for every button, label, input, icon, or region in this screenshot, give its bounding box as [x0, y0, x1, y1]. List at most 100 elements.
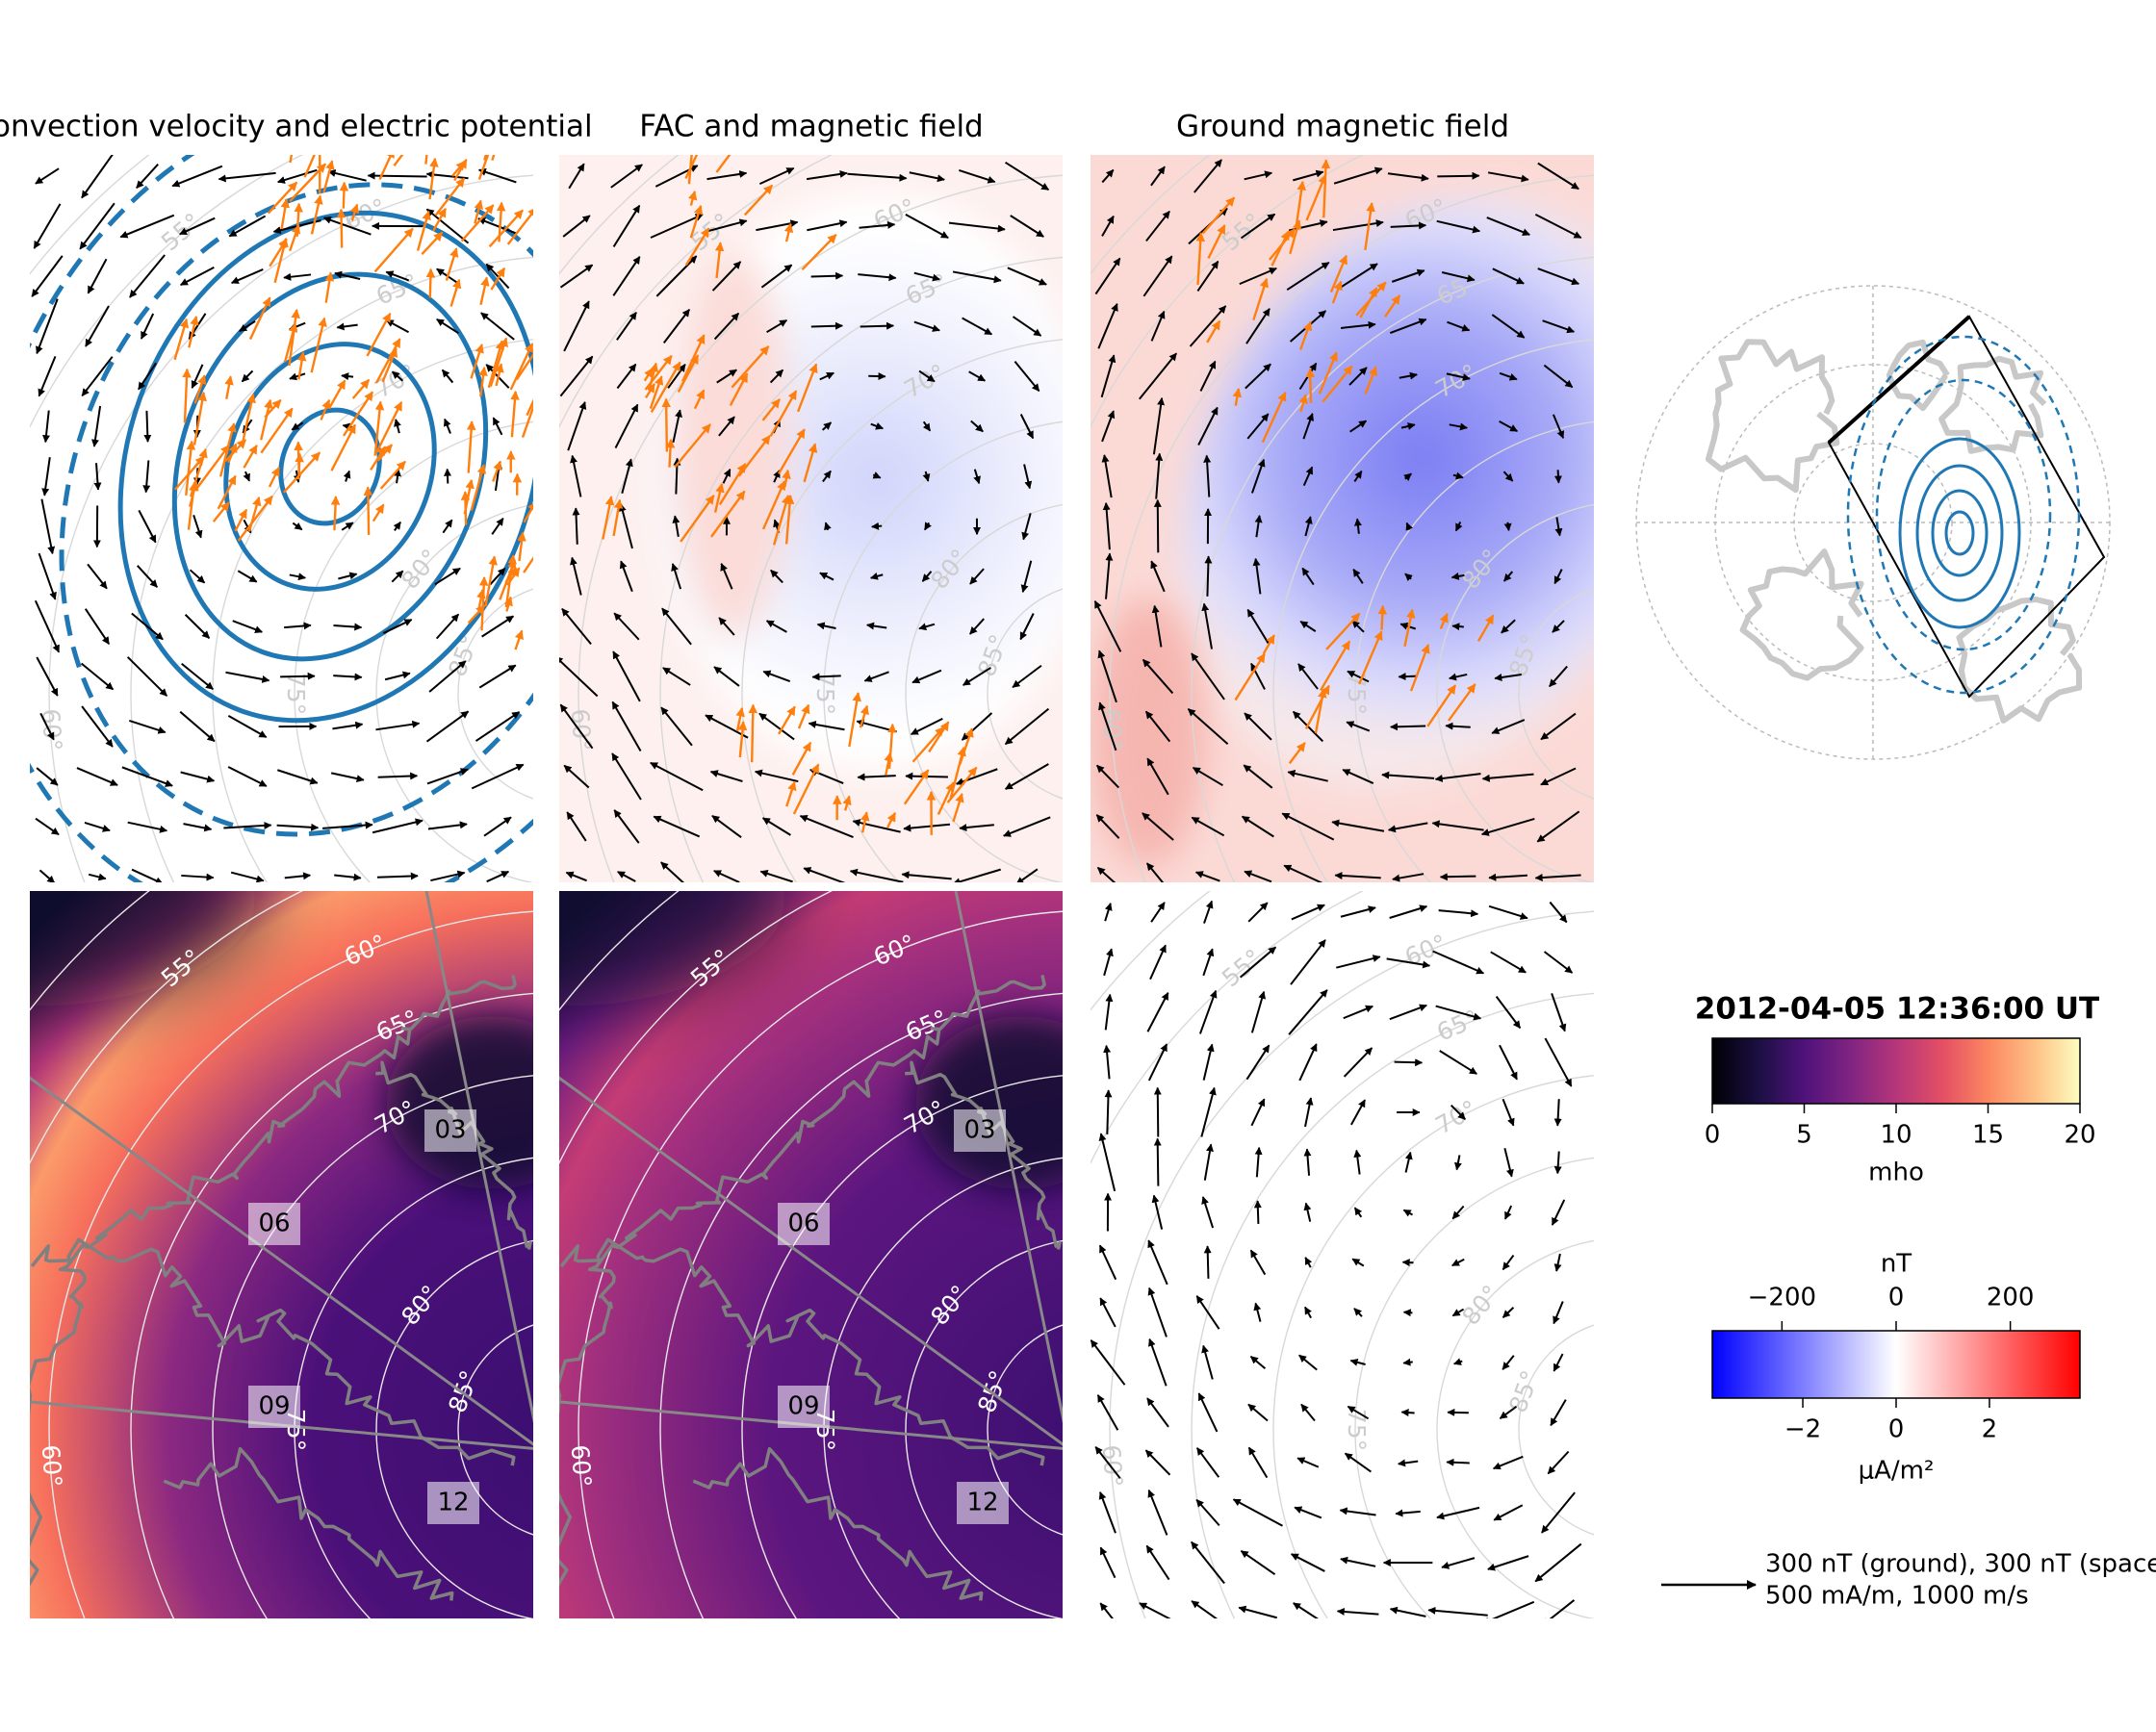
vector-arrow: [1146, 757, 1169, 796]
vector-arrow: [1503, 522, 1512, 532]
vector-arrow: [1488, 873, 1527, 881]
vector-arrow: [480, 312, 515, 341]
space-vector: [373, 400, 385, 456]
space-vector: [193, 374, 207, 404]
vector-arrow: [969, 618, 985, 635]
vector-arrow: [1405, 522, 1414, 531]
vector-arrow: [1298, 1354, 1318, 1371]
vector-arrow: [765, 620, 787, 633]
vector-arrow: [1436, 1506, 1480, 1520]
vector-arrow: [1344, 1452, 1372, 1473]
vector-arrow: [716, 369, 737, 384]
vector-arrow: [1203, 1245, 1212, 1279]
latitude-circle: [375, 1239, 533, 1618]
space-vector: [375, 400, 403, 453]
vector-arrow: [1302, 466, 1314, 487]
vector-arrow: [425, 208, 470, 244]
space-vector: [283, 322, 298, 363]
mlt-label: 03: [434, 1116, 466, 1145]
space-vector: [192, 391, 207, 446]
space-vector: [320, 398, 331, 420]
mlt-label: 03: [963, 1116, 995, 1145]
space-vector: [445, 247, 459, 281]
space-vector: [715, 155, 732, 173]
mlt-box: [778, 1203, 830, 1245]
vector-arrow: [824, 522, 832, 531]
vector-arrow: [385, 270, 410, 282]
space-vector: [644, 383, 656, 399]
vector-arrow: [1431, 820, 1484, 831]
vector-arrow: [1450, 1104, 1466, 1121]
space-vector: [761, 398, 781, 421]
vector-arrow: [191, 364, 204, 389]
vector-arrow: [1246, 608, 1270, 644]
space-vector: [796, 363, 818, 413]
latitude-circle: [1354, 420, 1594, 882]
vector-arrow: [1153, 1137, 1162, 1186]
vector-arrow: [1201, 1344, 1214, 1380]
space-vector: [801, 234, 837, 271]
vector-arrow: [1389, 318, 1427, 335]
latitude-circle: [130, 992, 533, 1618]
vector-arrow: [1196, 260, 1219, 293]
space-vector: [247, 496, 262, 532]
vector-arrow: [921, 571, 933, 582]
vector-arrow: [1253, 1302, 1262, 1322]
latitude-label: 60°: [1097, 707, 1128, 751]
space-vector: [425, 267, 436, 298]
vector-arrow: [1537, 267, 1580, 286]
vector-arrow: [85, 305, 110, 347]
space-vector: [1325, 612, 1361, 650]
vector-arrow: [1096, 1394, 1119, 1431]
vector-arrow: [922, 420, 932, 432]
latitude-circle: [659, 256, 1063, 882]
space-vector: [173, 318, 190, 361]
vector-arrow: [1104, 903, 1113, 922]
vector-arrow: [1252, 557, 1262, 595]
space-vector: [182, 368, 192, 423]
colorbar-tick-label: 5: [1796, 1121, 1812, 1150]
latitude-circle: [1272, 339, 1594, 882]
vector-arrow: [1091, 1339, 1126, 1386]
vector-arrow: [612, 204, 641, 247]
space-vector: [503, 596, 513, 612]
vector-arrow: [1445, 722, 1471, 730]
vector-arrow: [230, 267, 264, 285]
coastline: [559, 1237, 1045, 1466]
vector-arrow: [443, 418, 451, 434]
vector-arrow: [1147, 1337, 1168, 1387]
space-vector: [212, 501, 230, 522]
vector-arrow: [227, 714, 268, 739]
vector-arrow: [1331, 819, 1385, 832]
vector-arrow: [1343, 1005, 1373, 1020]
map-panel: 55° 60°65°70°75°80°85°60°: [559, 155, 1063, 882]
vector-arrow: [394, 468, 401, 484]
vector-arrow: [1195, 1498, 1220, 1527]
space-vector: [248, 296, 271, 341]
vector-arrow: [1494, 673, 1522, 681]
space-vector: [237, 495, 273, 542]
vector-arrow: [1145, 862, 1165, 882]
vector-arrow: [1447, 1408, 1469, 1416]
space-vector: [859, 704, 869, 728]
space-vector: [777, 428, 806, 474]
latitude-circle: [48, 910, 533, 1618]
panel-bg: [30, 155, 533, 882]
potential-contour: [171, 271, 489, 662]
vector-arrow: [1020, 560, 1033, 593]
vector-arrow: [1247, 1446, 1269, 1479]
vector-arrow: [333, 623, 363, 631]
vector-arrow: [905, 772, 948, 780]
vector-arrow: [1249, 1356, 1267, 1369]
vector-arrow: [860, 321, 895, 330]
latitude-circle: [294, 420, 533, 882]
overview-contour: [1846, 335, 2081, 695]
vector-arrow: [1452, 1358, 1463, 1365]
space-vector: [684, 155, 699, 179]
latitude-circle: [1191, 992, 1594, 1618]
vector-arrow: [128, 719, 167, 734]
space-vector: [294, 202, 303, 237]
vector-arrow: [81, 356, 114, 396]
